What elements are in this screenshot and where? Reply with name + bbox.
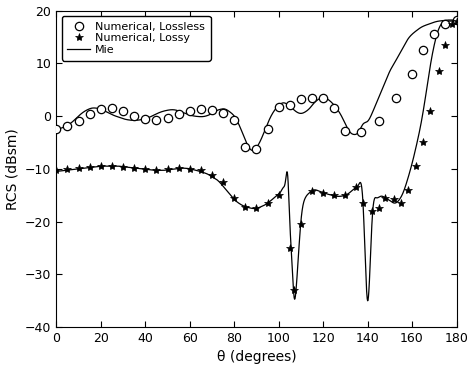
Numerical, Lossy: [131, 165, 137, 170]
Numerical, Lossy: [276, 193, 282, 197]
Legend: Numerical, Lossless, Numerical, Lossy, Mie: Numerical, Lossless, Numerical, Lossy, M…: [62, 16, 210, 61]
Numerical, Lossy: [198, 168, 204, 172]
Numerical, Lossy: [154, 168, 159, 172]
Numerical, Lossy: [176, 166, 182, 171]
Numerical, Lossless: [131, 113, 137, 118]
Numerical, Lossless: [309, 96, 315, 100]
Numerical, Lossless: [420, 48, 426, 52]
Numerical, Lossy: [287, 246, 292, 250]
Numerical, Lossless: [76, 119, 82, 124]
Numerical, Lossless: [409, 72, 415, 76]
Numerical, Lossy: [354, 185, 359, 189]
Numerical, Lossy: [109, 164, 115, 168]
Numerical, Lossy: [209, 173, 215, 177]
Numerical, Lossy: [383, 196, 388, 200]
Numerical, Lossless: [320, 96, 326, 100]
Numerical, Lossy: [420, 140, 426, 145]
Numerical, Lossy: [264, 201, 270, 205]
Numerical, Lossy: [436, 69, 442, 73]
Numerical, Lossy: [405, 188, 410, 192]
Numerical, Lossy: [98, 164, 104, 168]
Numerical, Lossy: [164, 167, 170, 172]
Numerical, Lossy: [298, 222, 304, 226]
Numerical, Lossy: [254, 206, 259, 211]
Numerical, Lossless: [98, 107, 104, 111]
Numerical, Lossless: [287, 103, 292, 108]
Numerical, Lossless: [264, 127, 270, 131]
Numerical, Lossy: [343, 193, 348, 197]
Numerical, Lossless: [120, 109, 126, 114]
Numerical, Lossless: [154, 118, 159, 122]
Numerical, Lossy: [449, 21, 455, 26]
Numerical, Lossless: [164, 116, 170, 120]
Numerical, Lossless: [343, 129, 348, 133]
Numerical, Lossy: [414, 164, 419, 168]
Numerical, Lossy: [142, 166, 148, 171]
Numerical, Lossy: [427, 108, 433, 113]
X-axis label: θ (degrees): θ (degrees): [217, 350, 296, 364]
Line: Numerical, Lossless: Numerical, Lossless: [52, 16, 461, 153]
Numerical, Lossy: [64, 167, 70, 172]
Numerical, Lossless: [358, 130, 364, 134]
Numerical, Lossless: [220, 111, 226, 115]
Numerical, Lossy: [120, 164, 126, 169]
Numerical, Lossy: [360, 201, 366, 205]
Numerical, Lossless: [454, 18, 459, 22]
Numerical, Lossy: [292, 288, 297, 292]
Numerical, Lossless: [331, 106, 337, 110]
Numerical, Lossy: [398, 201, 404, 205]
Numerical, Lossless: [276, 104, 282, 109]
Numerical, Lossless: [443, 21, 448, 26]
Line: Numerical, Lossy: Numerical, Lossy: [52, 17, 461, 294]
Numerical, Lossless: [393, 95, 399, 100]
Numerical, Lossless: [198, 107, 204, 111]
Numerical, Lossy: [87, 164, 92, 169]
Numerical, Lossless: [209, 108, 215, 112]
Numerical, Lossy: [76, 166, 82, 171]
Numerical, Lossless: [176, 112, 182, 117]
Numerical, Lossless: [231, 118, 237, 122]
Numerical, Lossless: [431, 32, 437, 37]
Numerical, Lossy: [243, 205, 248, 209]
Numerical, Lossy: [320, 190, 326, 195]
Numerical, Lossless: [254, 147, 259, 151]
Numerical, Lossy: [443, 43, 448, 47]
Numerical, Lossy: [392, 197, 397, 202]
Numerical, Lossy: [187, 166, 192, 171]
Numerical, Lossy: [54, 168, 59, 172]
Numerical, Lossless: [87, 112, 92, 117]
Numerical, Lossless: [142, 117, 148, 121]
Numerical, Lossless: [243, 144, 248, 149]
Numerical, Lossy: [376, 206, 382, 211]
Numerical, Lossy: [369, 209, 375, 213]
Numerical, Lossless: [298, 97, 304, 101]
Numerical, Lossless: [109, 106, 115, 110]
Numerical, Lossless: [54, 127, 59, 131]
Numerical, Lossless: [64, 123, 70, 128]
Numerical, Lossy: [331, 193, 337, 197]
Numerical, Lossless: [187, 108, 192, 113]
Numerical, Lossy: [454, 19, 459, 23]
Numerical, Lossless: [376, 119, 382, 124]
Y-axis label: RCS (dBsm): RCS (dBsm): [6, 128, 19, 210]
Numerical, Lossy: [220, 180, 226, 184]
Numerical, Lossy: [231, 196, 237, 200]
Numerical, Lossy: [309, 189, 315, 193]
